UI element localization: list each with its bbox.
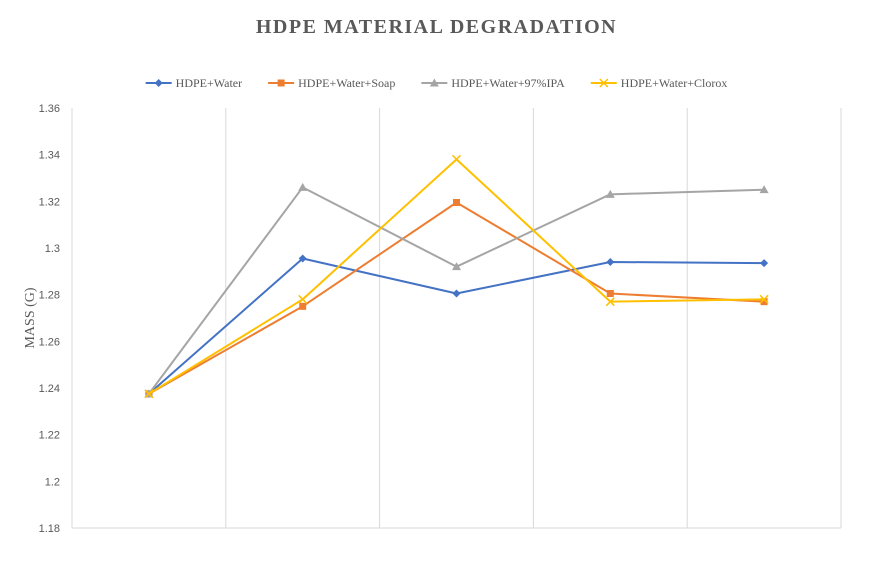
legend-item: HDPE+Water+Soap [268,76,395,90]
data-point-marker [298,254,307,263]
data-point-marker [605,297,615,307]
data-point-marker [759,185,769,194]
legend-label: HDPE+Water [176,76,242,90]
series-hdpe-water-clorox [144,154,769,399]
y-tick-label: 1.26 [39,336,60,348]
y-tick-label: 1.24 [39,383,60,395]
y-tick-label: 1.28 [39,290,60,302]
legend-item: HDPE+Water+97%IPA [421,76,565,90]
data-point-marker [429,78,439,87]
data-point-marker [605,189,615,198]
data-point-marker [453,199,460,206]
data-point-marker [298,182,308,191]
series-hdpe-water-soap [145,199,768,398]
legend-label: HDPE+Water+Clorox [621,76,728,90]
data-point-marker [759,294,769,304]
legend-item: HDPE+Water [145,76,242,90]
data-point-marker [760,259,769,268]
data-point-marker [452,262,461,271]
data-point-marker [298,294,308,304]
data-point-marker [144,389,154,399]
data-point-marker [606,258,615,266]
data-point-marker [154,79,163,87]
series-line [148,158,765,395]
data-point-marker [760,298,768,306]
y-axis-title: MASS (G) [23,287,38,348]
y-tick-label: 1.2 [45,476,60,488]
series-line [148,257,765,395]
data-point-marker [599,78,609,88]
gridlines [71,108,842,528]
data-point-marker [451,154,462,164]
series-hdpe-water [144,254,769,398]
data-point-marker [299,302,307,310]
legend: HDPE+Water HDPE+Water+Soap HDPE+Water+97%I… [145,76,728,90]
data-point-marker [606,290,614,297]
y-tick-label: 1.32 [39,196,60,208]
y-tick-label: 1.22 [39,430,60,442]
legend-label: HDPE+Water+Soap [298,76,395,90]
data-point-marker [277,79,285,87]
y-tick-label: 1.34 [39,150,60,162]
series-line [148,201,765,395]
series-layer [144,154,769,399]
legend-item: HDPE+Water+Clorox [590,76,728,90]
data-point-marker [452,289,461,298]
y-tick-label: 1.36 [39,103,60,115]
y-axis-ticks: 1.18 1.2 1.22 1.24 1.26 1.28 1.3 1.32 1.34 1.36 [39,103,60,535]
chart-title: HDPE MATERIAL DEGRADATION [255,16,618,38]
y-tick-label: 1.18 [39,523,60,535]
legend-label: HDPE+Water+97%IPA [451,76,565,90]
y-tick-label: 1.3 [45,243,60,255]
